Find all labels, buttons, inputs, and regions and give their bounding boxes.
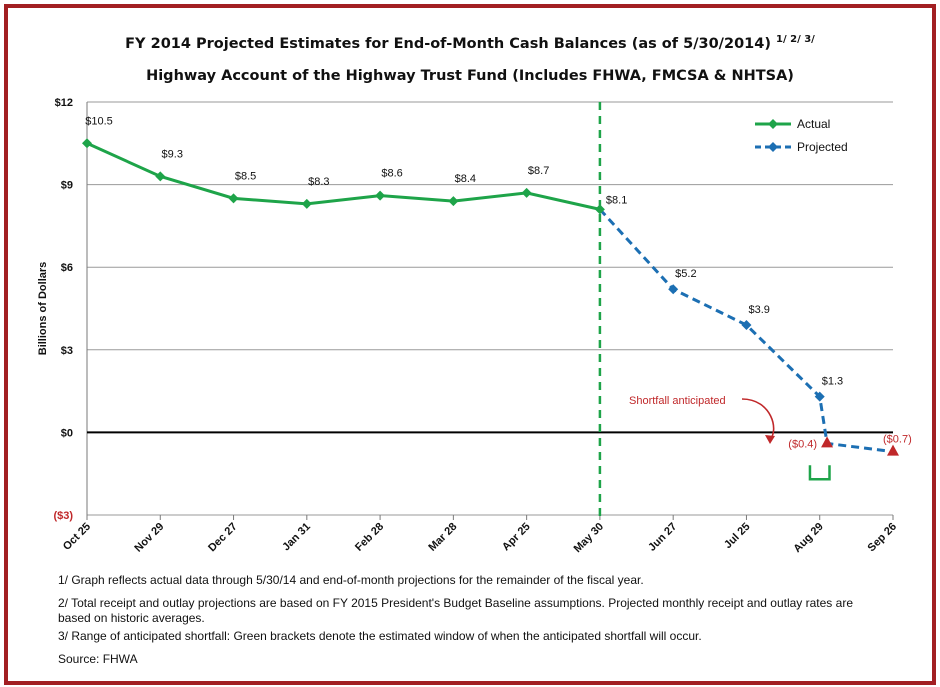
x-tick-label: Nov 29 xyxy=(132,521,166,555)
data-label: $3.9 xyxy=(748,304,769,316)
actual-series-line xyxy=(86,141,601,211)
actual-point xyxy=(82,138,92,149)
data-label: $8.3 xyxy=(308,176,329,188)
actual-point xyxy=(155,171,166,182)
x-tick-label: Dec 27 xyxy=(206,521,240,555)
y-tick-label: ($3) xyxy=(53,510,73,522)
actual-point xyxy=(448,196,459,207)
legend-actual-label: Actual xyxy=(797,117,830,131)
actual-point xyxy=(375,190,386,201)
data-label: $10.5 xyxy=(85,115,113,127)
footnote-2: 2/ Total receipt and outlay projections … xyxy=(58,596,853,625)
footnote-3: 3/ Range of anticipated shortfall: Green… xyxy=(58,629,702,643)
x-tick-label: Sep 26 xyxy=(866,521,900,555)
projected-point xyxy=(668,284,679,295)
chart-frame xyxy=(4,4,936,685)
x-tick-label: Mar 28 xyxy=(426,521,459,554)
projected-point xyxy=(741,320,752,331)
source-note: Source: FHWA xyxy=(58,652,138,666)
actual-point xyxy=(521,187,532,198)
data-label: $8.4 xyxy=(455,173,476,185)
data-label: ($0.4) xyxy=(788,438,817,450)
y-tick-label: $3 xyxy=(61,345,73,357)
data-label: ($0.7) xyxy=(883,434,912,446)
shortfall-arrowhead xyxy=(765,435,775,444)
line-chart: ($3) $0 $3 $6 $9 $12 Oct 25 Nov 29 Dec 27 Jan 31 F… xyxy=(37,97,912,555)
actual-point xyxy=(228,193,239,204)
legend-projected-marker xyxy=(768,142,778,152)
data-label: $8.6 xyxy=(381,168,402,180)
x-tick-label: Jan 31 xyxy=(280,521,313,554)
data-label: $1.3 xyxy=(822,376,843,388)
actual-point xyxy=(594,204,605,215)
data-label: $8.7 xyxy=(528,165,549,177)
data-label: $9.3 xyxy=(162,148,183,160)
data-label: $8.1 xyxy=(606,194,627,206)
footnote-1: 1/ Graph reflects actual data through 5/… xyxy=(58,573,644,587)
x-tick-label: Jul 25 xyxy=(722,521,753,552)
x-tick-label: Apr 25 xyxy=(500,521,533,554)
x-tick-label: Feb 28 xyxy=(353,521,386,554)
y-tick-label: $6 xyxy=(61,262,73,274)
chart-title: FY 2014 Projected Estimates for End-of-M… xyxy=(125,34,815,52)
y-tick-label: $12 xyxy=(55,97,73,109)
x-tick-label: Oct 25 xyxy=(61,521,93,553)
legend-projected-label: Projected xyxy=(797,140,848,154)
y-tick-label: $0 xyxy=(61,427,73,439)
title-footnote-markers: 1/ 2/ 3/ xyxy=(776,34,815,45)
x-tick-label: May 30 xyxy=(572,521,606,555)
projected-negative-point xyxy=(887,444,899,456)
projected-point xyxy=(814,391,825,402)
x-tick-label: Jun 27 xyxy=(646,521,679,554)
chart-subtitle: Highway Account of the Highway Trust Fun… xyxy=(146,68,794,84)
legend-actual-marker xyxy=(768,119,778,129)
shortfall-window-bracket xyxy=(808,465,831,481)
y-axis-title: Billions of Dollars xyxy=(37,262,49,356)
x-tick-label: Aug 29 xyxy=(791,521,825,555)
actual-point xyxy=(301,198,312,209)
data-label: $8.5 xyxy=(235,170,256,182)
y-tick-label: $9 xyxy=(61,180,73,192)
shortfall-annotation: Shortfall anticipated xyxy=(629,395,726,407)
projected-series-line xyxy=(598,208,894,454)
data-label: $5.2 xyxy=(675,268,696,280)
projected-negative-point xyxy=(821,436,834,448)
